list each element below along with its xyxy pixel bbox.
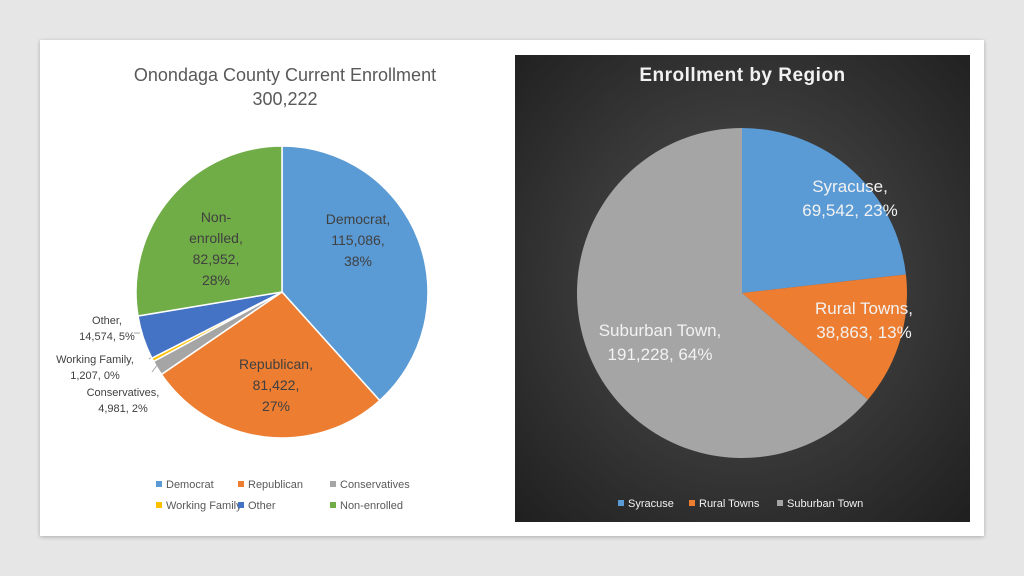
pie-slice-rural-towns [742,274,908,400]
data-label-rural-towns: Rural Towns, 38,863, 13% [815,299,913,342]
legend-swatch-conservatives [330,481,336,487]
data-label-suburban-town: Suburban Town, 191,228, 64% [599,321,722,364]
legend-swatch-syracuse [618,500,624,506]
legend-label-syracuse: Syracuse [628,498,674,510]
chart-title: Enrollment by Region [639,65,846,86]
legend-label-non-enrolled: Non-enrolled [340,500,403,512]
enrollment-pie-svg: Democrat, 115,086, 38% Republican, 81,422, 27… [56,145,429,512]
pie-slice-syracuse [742,128,906,293]
legend-swatch-working-family [156,502,162,508]
legend-swatch-democrat [156,481,162,487]
legend-label-republican: Republican [248,479,303,491]
data-label-working-family: Working Family, 1,207, 0% [56,354,134,382]
legend-swatch-non-enrolled [330,502,336,508]
leader-line [151,359,162,373]
legend-label-rural-towns: Rural Towns [699,498,760,510]
legend-label-working-family: Working Family [166,500,242,512]
pie-slice-republican [160,291,381,439]
legend-label-democrat: Democrat [166,479,214,491]
chart-title: Onondaga County Current Enrollment [133,65,437,85]
pie-slice-democrat [281,145,429,402]
legend-swatch-republican [238,481,244,487]
legend-swatch-other [238,502,244,508]
data-label-non-enrolled: Non-enrolled, 82,952, 28% [189,209,243,288]
data-label-other: Other, 14,574, 5% [79,315,135,343]
data-label-democrat: Democrat, 115,086, 38% [326,211,391,269]
region-pie-svg: Syracuse, 69,542, 23% Rural Towns, 38,863, … [576,128,913,510]
data-label-syracuse: Syracuse, 69,542, 23% [802,177,897,220]
pie-slice-suburban-town [576,128,868,459]
legend-swatch-rural-towns [689,500,695,506]
legend-label-other: Other [248,500,276,512]
legend-swatch-suburban-town [777,500,783,506]
data-label-republican: Republican, 81,422, 27% [239,356,313,414]
data-label-conservatives: Conservatives, 4,981, 2% [87,387,160,415]
chart-subtitle: 300,222 [252,89,318,109]
pie-slice-non-enrolled [135,145,283,317]
region-chart: Enrollment by Region Syracuse, 69,542, 23… [515,55,970,522]
legend-label-conservatives: Conservatives [340,479,410,491]
enrollment-chart: Onondaga County Current Enrollment 300,2… [40,40,510,536]
legend-label-suburban-town: Suburban Town [787,498,863,510]
